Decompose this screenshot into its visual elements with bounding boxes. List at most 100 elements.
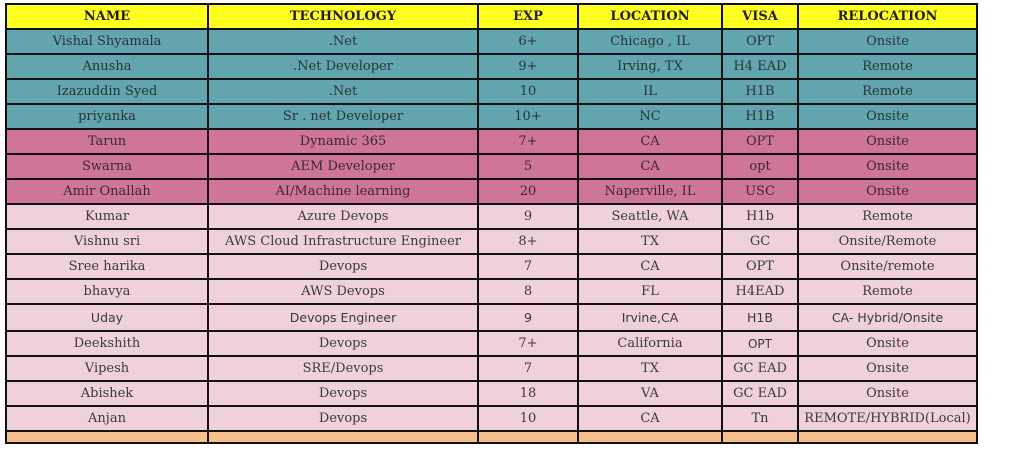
cell-technology: .Net xyxy=(207,28,479,55)
cell-technology: Devops xyxy=(207,380,479,407)
cell-visa: H1b xyxy=(721,203,799,230)
cell-name: Anusha xyxy=(5,53,209,80)
cell-technology: Devops xyxy=(207,253,479,280)
cell-relocation: Onsite/remote xyxy=(797,253,978,280)
cell-exp: 20 xyxy=(477,178,579,205)
cell-technology: Devops xyxy=(207,405,479,432)
cell-technology: Azure Devops xyxy=(207,203,479,230)
cell-exp: 8 xyxy=(477,278,579,305)
cell-exp: 7+ xyxy=(477,330,579,357)
cell-technology: .Net xyxy=(207,78,479,105)
cell-exp: 7+ xyxy=(477,128,579,155)
cell-exp: 5 xyxy=(477,153,579,180)
cell-name: Anjan xyxy=(5,405,209,432)
candidate-table: NAME TECHNOLOGY EXP LOCATION VISA RELOCA… xyxy=(5,3,978,444)
cell-empty xyxy=(477,430,579,444)
cell-technology: SRE/Devops xyxy=(207,355,479,382)
cell-relocation: CA- Hybrid/Onsite xyxy=(797,303,978,332)
cell-relocation: REMOTE/HYBRID(Local) xyxy=(797,405,978,432)
cell-empty xyxy=(721,430,799,444)
header-technology: TECHNOLOGY xyxy=(207,3,479,30)
cell-relocation: Onsite/Remote xyxy=(797,228,978,255)
candidate-table-container: NAME TECHNOLOGY EXP LOCATION VISA RELOCA… xyxy=(5,3,978,444)
table-row: Vishal Shyamala .Net 6+ Chicago , IL OPT… xyxy=(5,28,978,55)
table-row: Swarna AEM Developer 5 CA opt Onsite xyxy=(5,153,978,180)
cell-visa: H1B xyxy=(721,103,799,130)
cell-technology: Devops xyxy=(207,330,479,357)
cell-name: Kumar xyxy=(5,203,209,230)
cell-visa: GC xyxy=(721,228,799,255)
cell-name: Sree harika xyxy=(5,253,209,280)
cell-relocation: Onsite xyxy=(797,153,978,180)
table-row: Abishek Devops 18 VA GC EAD Onsite xyxy=(5,380,978,407)
cell-name: Tarun xyxy=(5,128,209,155)
cell-relocation: Remote xyxy=(797,203,978,230)
cell-exp: 10 xyxy=(477,78,579,105)
cell-visa: Tn xyxy=(721,405,799,432)
cell-technology: AWS Cloud Infrastructure Engineer xyxy=(207,228,479,255)
cell-name: Swarna xyxy=(5,153,209,180)
cell-exp: 10 xyxy=(477,405,579,432)
cell-empty xyxy=(577,430,723,444)
cell-technology: AI/Machine learning xyxy=(207,178,479,205)
cell-technology: Devops Engineer xyxy=(207,303,479,332)
cell-name: Vipesh xyxy=(5,355,209,382)
cell-visa: H1B xyxy=(721,303,799,332)
cell-relocation: Remote xyxy=(797,53,978,80)
cell-exp: 9 xyxy=(477,303,579,332)
cell-location: Irving, TX xyxy=(577,53,723,80)
table-row-partial xyxy=(5,430,978,444)
cell-relocation: Onsite xyxy=(797,128,978,155)
cell-technology: Sr . net Developer xyxy=(207,103,479,130)
header-name: NAME xyxy=(5,3,209,30)
cell-relocation: Onsite xyxy=(797,178,978,205)
cell-name: Uday xyxy=(5,303,209,332)
cell-exp: 9 xyxy=(477,203,579,230)
cell-technology: AEM Developer xyxy=(207,153,479,180)
cell-visa: GC EAD xyxy=(721,355,799,382)
cell-exp: 18 xyxy=(477,380,579,407)
header-location: LOCATION xyxy=(577,3,723,30)
cell-name: bhavya xyxy=(5,278,209,305)
header-exp: EXP xyxy=(477,3,579,30)
cell-relocation: Remote xyxy=(797,78,978,105)
cell-empty xyxy=(797,430,978,444)
cell-visa: OPT xyxy=(721,28,799,55)
cell-exp: 10+ xyxy=(477,103,579,130)
cell-location: TX xyxy=(577,355,723,382)
cell-relocation: Onsite xyxy=(797,355,978,382)
cell-empty xyxy=(5,430,209,444)
cell-location: CA xyxy=(577,128,723,155)
header-visa: VISA xyxy=(721,3,799,30)
cell-empty xyxy=(207,430,479,444)
cell-name: Amir Onallah xyxy=(5,178,209,205)
cell-name: priyanka xyxy=(5,103,209,130)
cell-visa: opt xyxy=(721,153,799,180)
table-row: Anjan Devops 10 CA Tn REMOTE/HYBRID(Loca… xyxy=(5,405,978,432)
cell-visa: H1B xyxy=(721,78,799,105)
table-row: Vishnu sri AWS Cloud Infrastructure Engi… xyxy=(5,228,978,255)
table-row: Izazuddin Syed .Net 10 IL H1B Remote xyxy=(5,78,978,105)
table-row: Amir Onallah AI/Machine learning 20 Nape… xyxy=(5,178,978,205)
table-row: Sree harika Devops 7 CA OPT Onsite/remot… xyxy=(5,253,978,280)
cell-location: VA xyxy=(577,380,723,407)
table-row: Deekshith Devops 7+ California OPT Onsit… xyxy=(5,330,978,357)
cell-technology: AWS Devops xyxy=(207,278,479,305)
cell-location: FL xyxy=(577,278,723,305)
cell-visa: H4 EAD xyxy=(721,53,799,80)
cell-technology: Dynamic 365 xyxy=(207,128,479,155)
cell-location: California xyxy=(577,330,723,357)
cell-visa: OPT xyxy=(721,128,799,155)
table-row: priyanka Sr . net Developer 10+ NC H1B O… xyxy=(5,103,978,130)
header-relocation: RELOCATION xyxy=(797,3,978,30)
cell-exp: 6+ xyxy=(477,28,579,55)
cell-location: Seattle, WA xyxy=(577,203,723,230)
cell-location: Naperville, IL xyxy=(577,178,723,205)
cell-exp: 7 xyxy=(477,355,579,382)
cell-exp: 8+ xyxy=(477,228,579,255)
cell-name: Abishek xyxy=(5,380,209,407)
cell-exp: 9+ xyxy=(477,53,579,80)
cell-name: Vishal Shyamala xyxy=(5,28,209,55)
table-row: Kumar Azure Devops 9 Seattle, WA H1b Rem… xyxy=(5,203,978,230)
cell-location: NC xyxy=(577,103,723,130)
